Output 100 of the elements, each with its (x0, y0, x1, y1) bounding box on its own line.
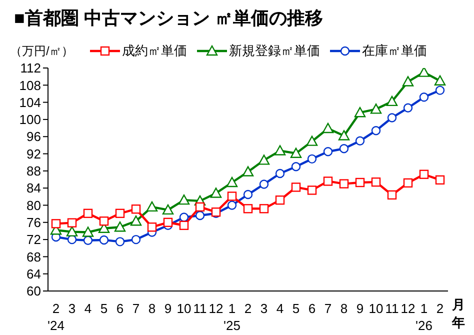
point (99, 235, 109, 245)
point (339, 179, 349, 188)
x-tick-label: 7 (324, 301, 332, 316)
point (67, 218, 77, 228)
chart-title: ■首都圏 中古マンション ㎡単価の推移 (14, 7, 323, 30)
x-tick-label: 4 (276, 301, 284, 316)
point (290, 148, 302, 158)
point (163, 218, 173, 227)
point (275, 168, 285, 178)
point (147, 222, 157, 232)
y-axis-title: （万円/㎡） (10, 43, 74, 60)
point (419, 170, 429, 179)
y-tick-label: 96 (26, 129, 41, 144)
legend-label: 新規登録㎡単価 (229, 42, 320, 60)
point (402, 76, 414, 86)
point (386, 96, 398, 106)
x-tick-label: 4 (84, 301, 92, 316)
point (259, 180, 269, 189)
point (195, 210, 205, 220)
point (82, 226, 94, 237)
point (434, 75, 446, 86)
point (338, 130, 350, 140)
point (387, 113, 397, 122)
point (418, 68, 430, 77)
y-tick-label: 68 (26, 249, 41, 264)
point (323, 147, 333, 156)
point (243, 204, 253, 214)
point (83, 236, 93, 245)
point (227, 192, 237, 201)
point (115, 208, 125, 218)
point (370, 104, 382, 114)
point (115, 237, 125, 246)
x-tick-label: 1 '25 (224, 301, 240, 333)
x-tick-label: 8 (148, 301, 156, 316)
point (275, 195, 285, 205)
point (162, 204, 174, 215)
point (258, 154, 270, 165)
point (227, 200, 237, 210)
x-tick-label: 12 (208, 301, 224, 316)
y-tick-label: 100 (19, 112, 41, 128)
point (178, 194, 190, 205)
point (371, 177, 381, 187)
point (323, 176, 333, 186)
point (131, 204, 141, 214)
point (51, 219, 61, 228)
x-tick-label: 12 (400, 301, 416, 316)
legend-label: 在庫㎡単価 (362, 42, 427, 60)
point (226, 176, 238, 188)
point (419, 92, 429, 102)
x-tick-label: 11 (193, 301, 207, 316)
point (403, 103, 413, 112)
x-tick-label: 2 '24 (48, 301, 64, 333)
point (259, 204, 269, 214)
x-tick-label: 8 (340, 301, 348, 316)
y-tick-label: 60 (26, 284, 41, 299)
point (83, 208, 93, 218)
text: 年 (452, 314, 465, 332)
point (131, 234, 141, 244)
point (179, 220, 189, 230)
y-tick-label: 80 (26, 198, 41, 213)
x-tick-label: 2 (436, 301, 444, 316)
point (67, 234, 77, 244)
x-tick-label: 3 (260, 301, 268, 316)
y-tick-label: 88 (26, 164, 41, 179)
text: 月 (452, 296, 465, 314)
point (371, 126, 381, 136)
point (130, 216, 142, 226)
x-tick-label: 10 (368, 301, 384, 316)
point (179, 212, 189, 222)
point (243, 190, 253, 200)
y-tick-label: 76 (26, 215, 41, 230)
point (387, 190, 397, 200)
point (307, 186, 317, 195)
x-tick-label: 6 (308, 301, 316, 316)
x-tick-label: 9 (356, 301, 364, 316)
y-tick-label: 72 (26, 232, 41, 248)
point (114, 222, 126, 232)
x-tick-label: 2 (244, 301, 252, 316)
x-tick-label: 3 (68, 301, 76, 316)
x-tick-label: 7 (132, 301, 140, 316)
point (307, 154, 317, 164)
point (195, 202, 205, 212)
point (339, 144, 349, 154)
point (291, 162, 301, 172)
y-tick-label: 64 (26, 266, 41, 282)
point (435, 86, 445, 95)
x-tick-label: 1 '26 (416, 301, 432, 333)
y-tick-label: 108 (19, 78, 41, 93)
point (274, 145, 286, 156)
y-tick-label: 92 (26, 146, 41, 162)
x-tick-label: 5 (292, 301, 300, 316)
legend-label: 成約㎡単価 (122, 42, 187, 60)
x-tick-label: 5 (100, 301, 108, 316)
point (306, 136, 318, 146)
point (242, 166, 254, 176)
y-tick-label: 84 (26, 180, 41, 196)
point (210, 188, 222, 198)
point (354, 107, 366, 118)
y-tick-label: 112 (20, 60, 41, 76)
x-tick-label: 6 (116, 301, 124, 316)
